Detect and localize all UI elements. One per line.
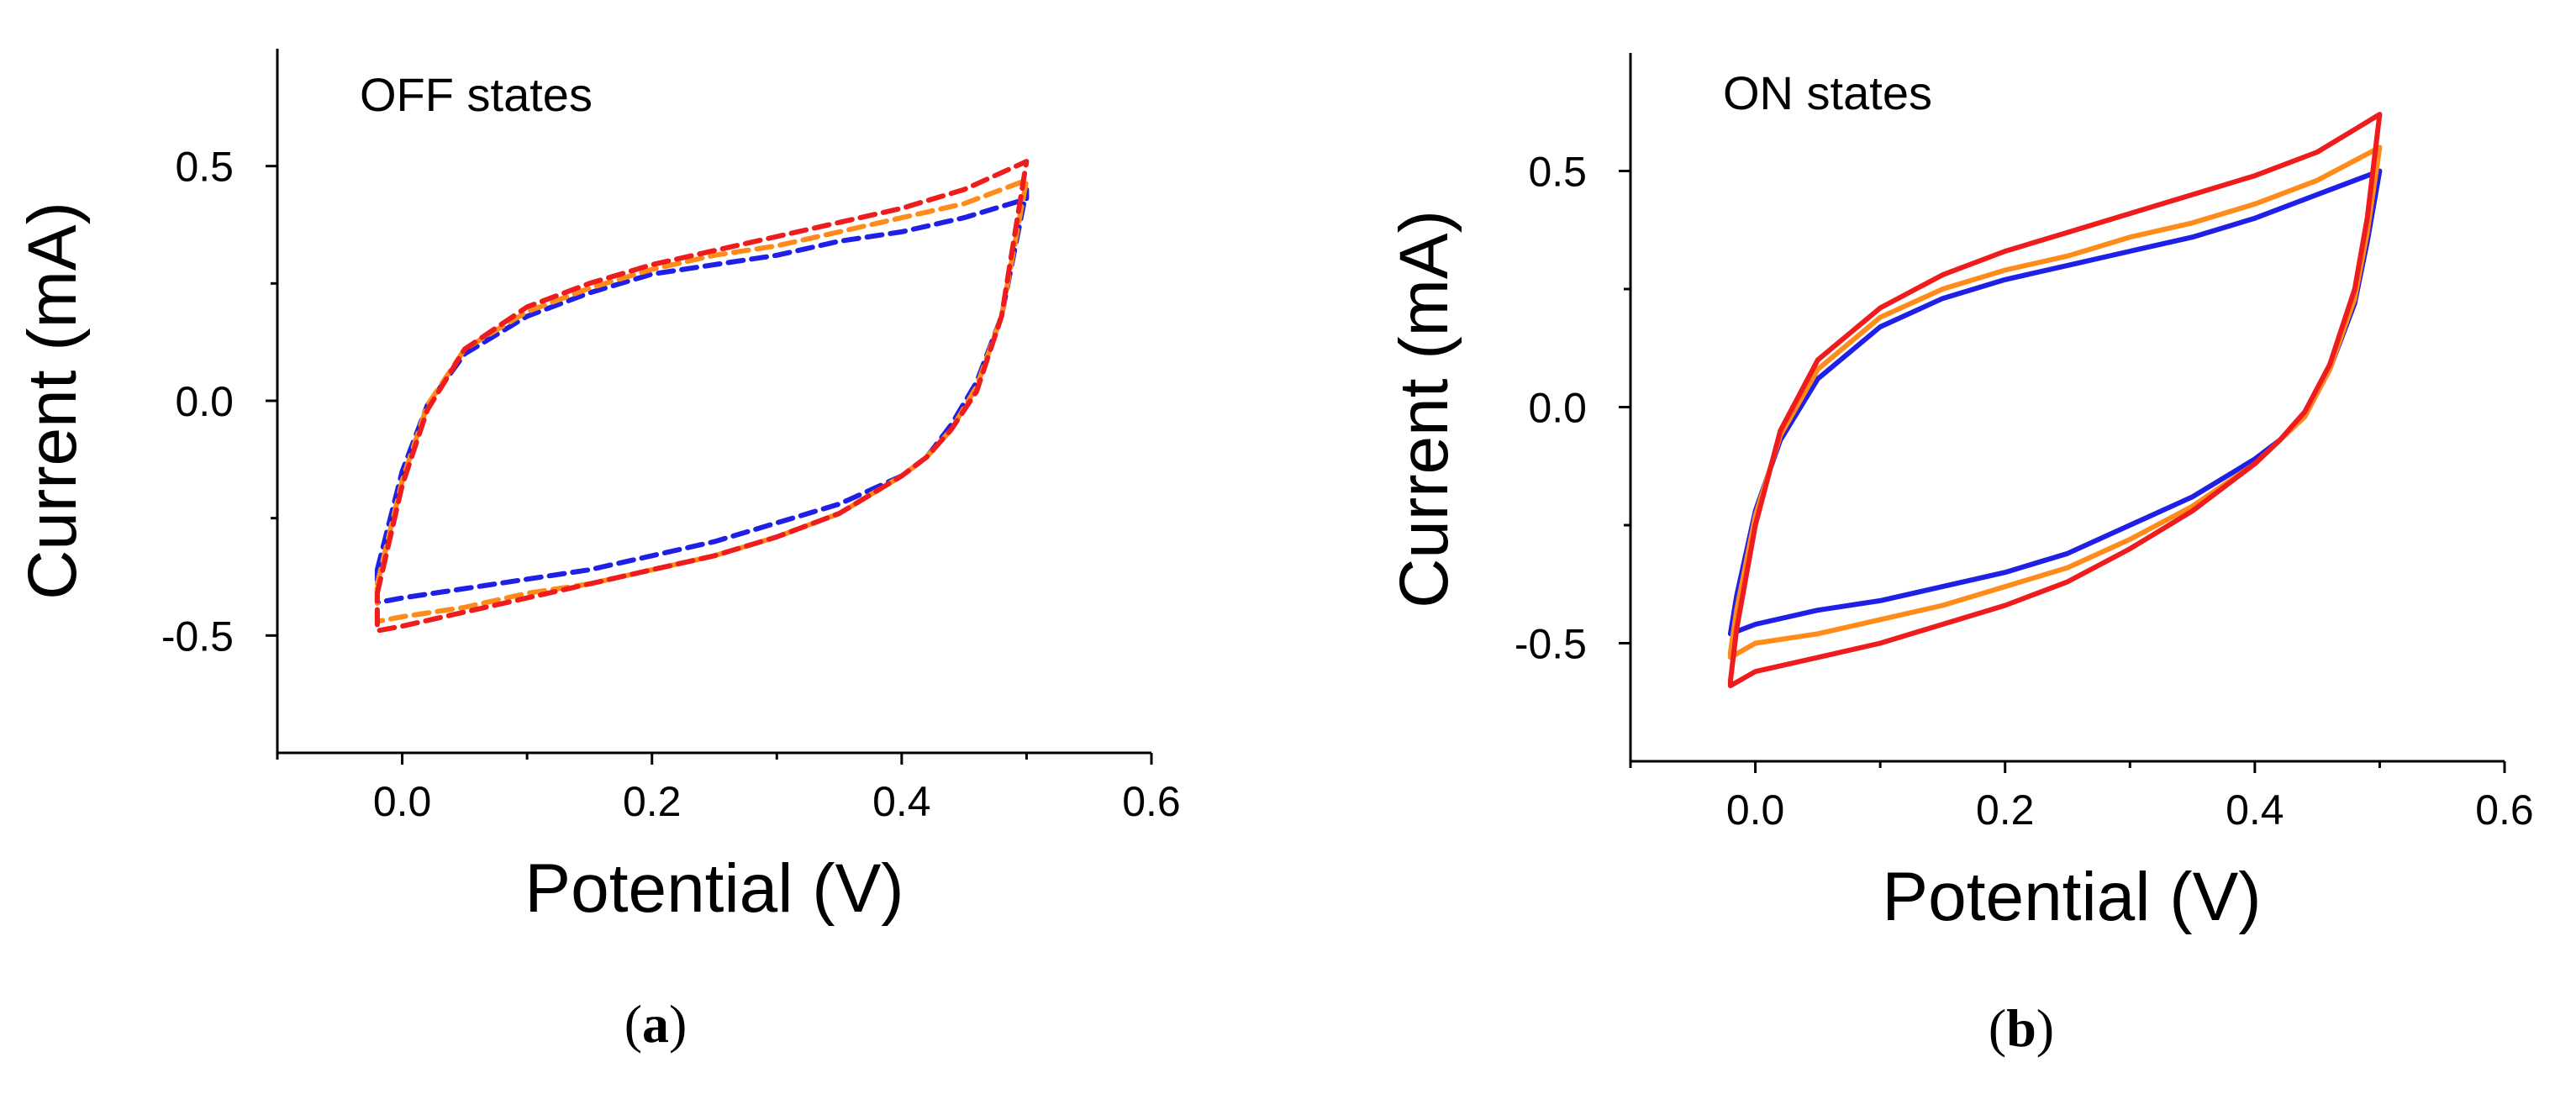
series-blue-line [374, 187, 1030, 606]
x-axis-title: Potential (V) [1882, 859, 2261, 935]
series-orange-line [374, 177, 1030, 624]
x-tick-label: 0.2 [623, 778, 682, 825]
x-tick-label: 0.4 [2226, 786, 2284, 834]
y-axis-title: Current (mA) [1386, 210, 1462, 608]
x-tick-label: 0.2 [1976, 786, 2035, 834]
series-blue-line [1727, 168, 2383, 637]
x-tick-label: 0.6 [2475, 786, 2534, 834]
series-red-line [374, 159, 1030, 634]
series-red-line [1727, 112, 2383, 689]
x-tick-label: 0.4 [872, 778, 931, 825]
y-tick-label: 0.5 [1528, 149, 1587, 196]
y-tick-label: 0.0 [1528, 385, 1587, 432]
y-tick-label: 0.5 [175, 144, 234, 191]
x-tick-label: 0.6 [1122, 778, 1181, 825]
y-tick-label: 0.0 [175, 378, 234, 425]
y-axis-title: Current (mA) [14, 202, 91, 600]
panel-label: (b) [1989, 998, 2054, 1058]
y-tick-label: -0.5 [161, 613, 234, 660]
series-orange-line [1727, 145, 2383, 660]
chart-annotation: ON states [1723, 66, 1932, 119]
chart-panel-a: 0.0 0.2 0.4 0.6 -0.5 0.0 0.5 OFF states Potentia… [14, 49, 1181, 1054]
chart-panel-b: 0.0 0.2 0.4 0.6 -0.5 0.0 0.5 ON states Potential… [1386, 53, 2534, 1058]
x-tick-label: 0.0 [1726, 786, 1785, 834]
panel-label: (a) [624, 994, 687, 1054]
x-tick-label: 0.0 [373, 778, 432, 825]
x-axis-title: Potential (V) [524, 850, 903, 927]
chart-annotation: OFF states [360, 68, 593, 121]
y-tick-label: -0.5 [1515, 621, 1587, 668]
